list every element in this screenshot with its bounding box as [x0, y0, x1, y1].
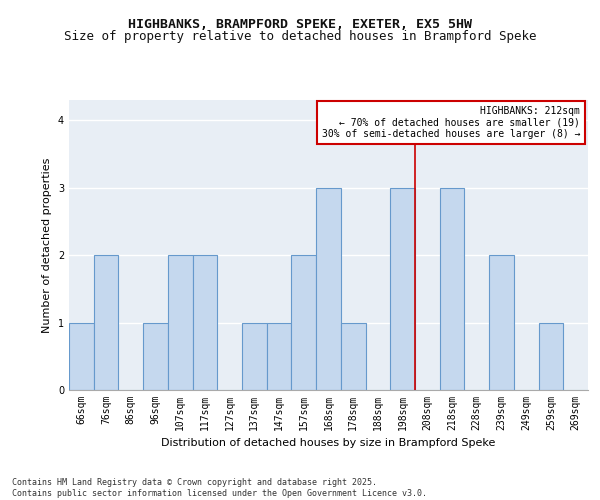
Bar [267, 322, 292, 390]
Bar [390, 188, 415, 390]
Bar [168, 255, 193, 390]
X-axis label: Distribution of detached houses by size in Brampford Speke: Distribution of detached houses by size … [161, 438, 496, 448]
Y-axis label: Number of detached properties: Number of detached properties [43, 158, 52, 332]
Bar [341, 322, 365, 390]
Bar [94, 255, 118, 390]
Bar [143, 322, 168, 390]
Text: Size of property relative to detached houses in Brampford Speke: Size of property relative to detached ho… [64, 30, 536, 43]
Text: HIGHBANKS: 212sqm
← 70% of detached houses are smaller (19)
30% of semi-detached: HIGHBANKS: 212sqm ← 70% of detached hous… [322, 106, 580, 139]
Bar [539, 322, 563, 390]
Bar [242, 322, 267, 390]
Bar [292, 255, 316, 390]
Text: HIGHBANKS, BRAMPFORD SPEKE, EXETER, EX5 5HW: HIGHBANKS, BRAMPFORD SPEKE, EXETER, EX5 … [128, 18, 472, 30]
Bar [489, 255, 514, 390]
Bar [193, 255, 217, 390]
Text: Contains HM Land Registry data © Crown copyright and database right 2025.
Contai: Contains HM Land Registry data © Crown c… [12, 478, 427, 498]
Bar [316, 188, 341, 390]
Bar [69, 322, 94, 390]
Bar [440, 188, 464, 390]
